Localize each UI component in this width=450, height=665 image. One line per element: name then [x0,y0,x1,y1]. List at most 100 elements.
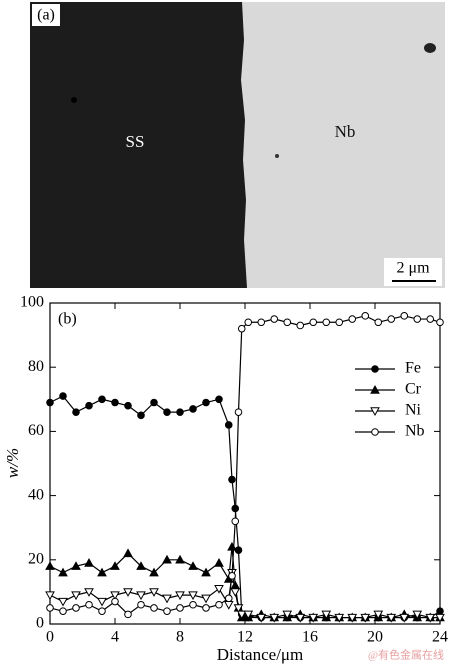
marker [371,428,379,436]
marker [189,405,197,413]
pore [424,43,436,53]
y-tick-label: 100 [20,294,44,311]
marker [214,557,224,567]
marker [236,610,247,620]
marker [224,421,233,429]
marker [244,318,253,327]
region-label: SS [126,132,145,151]
pore [71,97,77,103]
x-tick-label: 0 [46,629,54,646]
marker [399,613,410,623]
marker [270,315,279,323]
watermark: @有色金属在线 [368,648,444,662]
marker [257,318,266,327]
marker [98,607,106,615]
marker [201,567,211,577]
marker [98,395,106,404]
marker [124,401,132,410]
marker [283,318,292,327]
panel-label: (a) [37,7,55,24]
marker [295,613,306,623]
marker [223,601,234,610]
plot-frame [49,302,441,625]
marker [425,613,436,623]
marker [46,398,54,407]
marker [269,613,280,623]
x-tick-label: 16 [302,629,318,646]
marker [308,613,319,623]
marker [227,541,237,551]
marker [188,591,198,601]
marker [373,610,384,620]
marker [321,610,332,620]
marker [224,594,233,603]
micrograph: (a) SS Nb 2 μm [30,2,445,288]
marker [84,588,94,597]
marker [189,600,197,609]
marker [71,591,81,601]
marker [334,613,345,623]
marker [58,597,68,607]
marker [84,557,94,567]
marker [149,567,159,577]
marker [124,610,132,619]
marker [72,408,80,416]
marker [97,567,107,577]
marker [175,554,185,564]
marker [256,613,267,623]
marker [111,597,119,606]
series-line [49,395,441,619]
marker [175,591,185,601]
label-box [32,4,60,26]
marker [282,610,293,620]
marker [58,567,68,577]
marker [163,607,171,615]
marker [110,561,120,570]
x-axis-label: Distance/μm [217,645,304,664]
marker [348,315,357,323]
x-tick-label: 12 [237,629,253,646]
marker [85,600,93,609]
marker [228,572,236,580]
marker [215,600,223,609]
marker [361,312,370,320]
marker [162,594,172,604]
marker [136,591,146,601]
marker [370,407,380,417]
marker [137,411,145,420]
marker [59,392,67,400]
marker [188,561,198,570]
y-axis-label: w/% [3,448,22,478]
marker [228,475,236,484]
marker [123,548,133,558]
legend-label: Cr [405,381,422,398]
marker [97,597,107,607]
x-tick-label: 24 [432,629,448,646]
pore [275,154,279,158]
marker [46,604,54,612]
marker [436,318,444,327]
marker [412,610,423,620]
marker [136,561,146,570]
x-tick-label: 4 [111,629,119,646]
marker [233,604,244,613]
marker [335,318,344,327]
marker [231,517,240,526]
panel-label: (b) [58,311,77,328]
legend-label: Fe [405,360,421,377]
marker [309,318,318,327]
marker [45,561,55,570]
marker [243,610,254,620]
x-tick-label: 20 [367,629,383,646]
marker [149,588,159,597]
marker [370,384,380,394]
marker [150,398,158,407]
marker [387,315,396,323]
marker [202,604,210,612]
marker [360,613,371,623]
legend-label: Nb [405,423,425,440]
ss-region [30,2,247,288]
marker [426,315,435,323]
marker [400,312,409,320]
marker [413,315,422,323]
